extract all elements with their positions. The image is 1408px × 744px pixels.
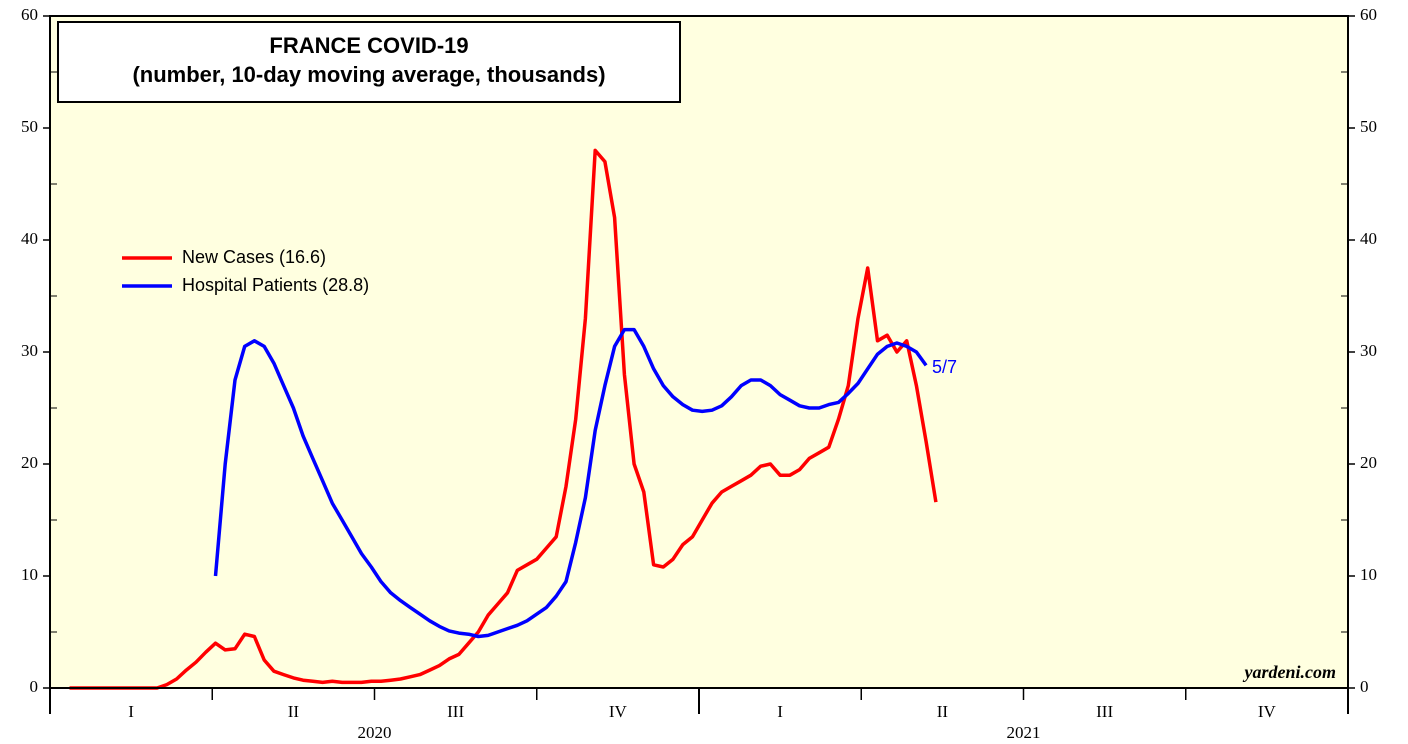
y2-tick-label: 0 xyxy=(1360,677,1369,696)
year-label: 2020 xyxy=(358,723,392,742)
y2-tick-label: 50 xyxy=(1360,117,1377,136)
y-tick-label: 40 xyxy=(21,229,38,248)
end-date-annotation: 5/7 xyxy=(932,357,957,377)
x-tick-label: IV xyxy=(1258,702,1277,721)
y2-tick-label: 20 xyxy=(1360,453,1377,472)
y-tick-label: 0 xyxy=(30,677,39,696)
y2-tick-label: 10 xyxy=(1360,565,1377,584)
x-tick-label: IV xyxy=(609,702,628,721)
y-tick-label: 10 xyxy=(21,565,38,584)
y2-tick-label: 60 xyxy=(1360,5,1377,24)
y-tick-label: 50 xyxy=(21,117,38,136)
x-tick-label: I xyxy=(777,702,783,721)
y-tick-label: 60 xyxy=(21,5,38,24)
series-line xyxy=(69,148,938,690)
y2-tick-label: 30 xyxy=(1360,341,1377,360)
y-tick-label: 30 xyxy=(21,341,38,360)
year-label: 2021 xyxy=(1007,723,1041,742)
chart-title: FRANCE COVID-19 xyxy=(269,33,468,58)
legend-label: Hospital Patients (28.8) xyxy=(182,275,369,295)
marks xyxy=(69,148,938,690)
x-tick-label: III xyxy=(1096,702,1113,721)
chart-subtitle: (number, 10-day moving average, thousand… xyxy=(132,62,605,87)
x-tick-label: I xyxy=(128,702,134,721)
y-tick-label: 20 xyxy=(21,453,38,472)
title-box xyxy=(57,21,681,103)
legend-label: New Cases (16.6) xyxy=(182,247,326,267)
series-line xyxy=(213,327,928,639)
x-tick-label: II xyxy=(937,702,949,721)
x-tick-label: II xyxy=(288,702,300,721)
x-tick-label: III xyxy=(447,702,464,721)
source-annotation: yardeni.com xyxy=(1243,662,1337,682)
y2-tick-label: 40 xyxy=(1360,229,1377,248)
